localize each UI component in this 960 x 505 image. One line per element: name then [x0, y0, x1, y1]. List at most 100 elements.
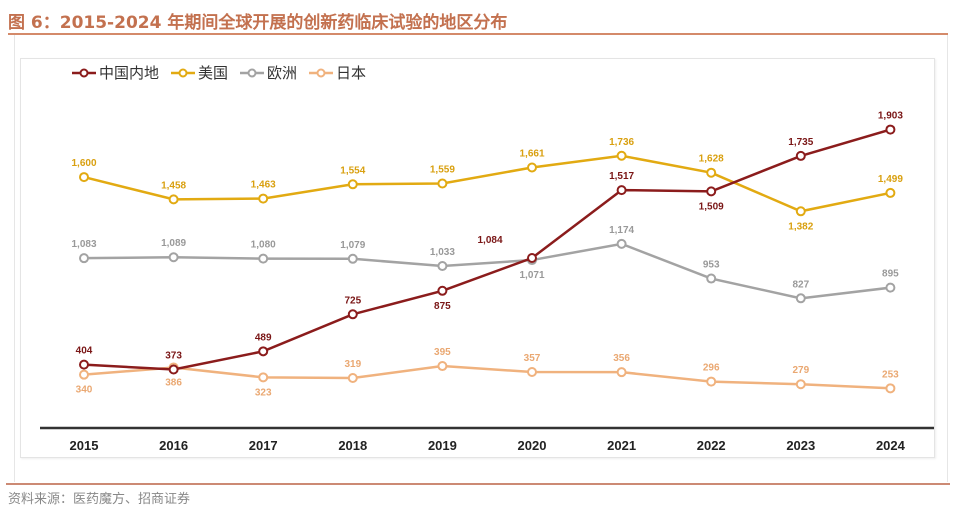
data-label: 1,079: [340, 240, 365, 251]
data-label: 1,083: [71, 239, 96, 250]
data-point: [616, 367, 627, 378]
source-divider: [6, 483, 950, 485]
chart-area: [20, 58, 935, 458]
data-point: [347, 179, 358, 190]
x-tick-label: 2022: [697, 438, 726, 453]
legend-marker-icon: [240, 68, 265, 77]
x-tick-label: 2023: [786, 438, 815, 453]
x-tick-label: 2016: [159, 438, 188, 453]
legend-label: 美国: [198, 64, 229, 82]
data-point: [706, 167, 717, 178]
legend-marker-icon: [72, 68, 96, 77]
x-tick-label: 2021: [607, 438, 636, 453]
data-label: 827: [792, 279, 809, 290]
x-tick-label: 2020: [518, 438, 547, 453]
data-point: [885, 383, 896, 394]
source-note: 资料来源：医药魔方、招商证券: [8, 492, 191, 505]
data-label: 1,382: [788, 221, 813, 232]
data-point: [795, 150, 806, 161]
series-line-3: [83, 364, 891, 390]
data-label: 253: [882, 369, 899, 380]
data-label: 1,661: [519, 149, 544, 160]
data-point: [616, 238, 627, 249]
data-point: [79, 359, 89, 370]
series-line-0: [83, 128, 891, 371]
x-tick-label: 2019: [428, 438, 457, 453]
data-label: 356: [613, 353, 630, 364]
data-label: 1,080: [251, 240, 276, 251]
data-point: [258, 346, 269, 357]
series-line-2: [83, 242, 891, 300]
data-point: [885, 187, 896, 198]
data-label: 340: [76, 385, 93, 396]
data-point: [885, 282, 896, 293]
data-point: [437, 361, 448, 372]
data-point: [795, 379, 806, 390]
data-point: [616, 185, 627, 196]
data-point: [527, 367, 537, 378]
data-label: 1,554: [340, 165, 365, 176]
data-point: [706, 273, 717, 284]
legend-marker-icon: [171, 68, 196, 77]
legend-item: 日本: [309, 62, 366, 83]
data-point: [795, 293, 806, 304]
data-point: [706, 186, 717, 197]
data-label: 1,089: [161, 238, 186, 249]
data-point: [616, 150, 627, 161]
data-label: 1,903: [878, 111, 903, 122]
legend-item: 欧洲: [240, 62, 297, 83]
data-label: 489: [255, 332, 272, 343]
data-point: [79, 369, 89, 380]
legend-label: 中国内地: [99, 64, 160, 82]
data-point: [168, 252, 179, 263]
data-point: [258, 193, 269, 204]
data-label: 323: [255, 387, 272, 398]
data-point: [168, 364, 179, 375]
data-label: 1,600: [71, 158, 96, 169]
figure-frame: [14, 35, 948, 482]
x-tick-label: 2024: [876, 438, 906, 453]
x-tick-label: 2017: [249, 438, 278, 453]
data-label: 725: [344, 295, 361, 306]
x-tick-label: 2015: [70, 438, 99, 453]
legend-label: 日本: [336, 64, 367, 82]
data-label: 357: [524, 353, 541, 364]
data-label: 1,628: [699, 154, 724, 165]
data-label: 386: [165, 377, 182, 388]
series-line-1: [83, 154, 891, 213]
legend-item: 中国内地: [72, 62, 159, 83]
data-point: [79, 253, 89, 264]
data-label: 1,033: [430, 247, 455, 258]
data-label: 1,499: [878, 174, 903, 185]
data-label: 1,084: [477, 235, 502, 246]
data-label: 373: [165, 351, 182, 362]
data-label: 1,174: [609, 225, 634, 236]
legend: 中国内地 美国 欧洲 日本: [72, 62, 366, 83]
title-divider: [8, 33, 948, 35]
data-point: [79, 172, 89, 183]
figure-title: 图 6：2015-2024 年期间全球开展的创新药临床试验的地区分布: [8, 13, 508, 33]
data-label: 895: [882, 269, 899, 280]
data-point: [527, 253, 537, 264]
data-label: 1,071: [519, 270, 544, 281]
data-point: [168, 194, 179, 205]
legend-item: 美国: [171, 62, 228, 83]
data-point: [885, 124, 896, 135]
data-point: [437, 178, 448, 189]
data-label: 1,736: [609, 137, 634, 148]
x-tick-label: 2018: [338, 438, 367, 453]
data-label: 953: [703, 260, 720, 271]
data-point: [347, 309, 358, 320]
data-label: 404: [76, 346, 93, 357]
data-point: [437, 285, 448, 296]
data-label: 1,458: [161, 180, 186, 191]
data-label: 395: [434, 347, 451, 358]
data-point: [258, 253, 269, 264]
data-point: [437, 261, 448, 272]
data-point: [795, 206, 806, 217]
data-label: 296: [703, 363, 720, 374]
data-label: 1,517: [609, 171, 634, 182]
data-label: 875: [434, 301, 451, 312]
